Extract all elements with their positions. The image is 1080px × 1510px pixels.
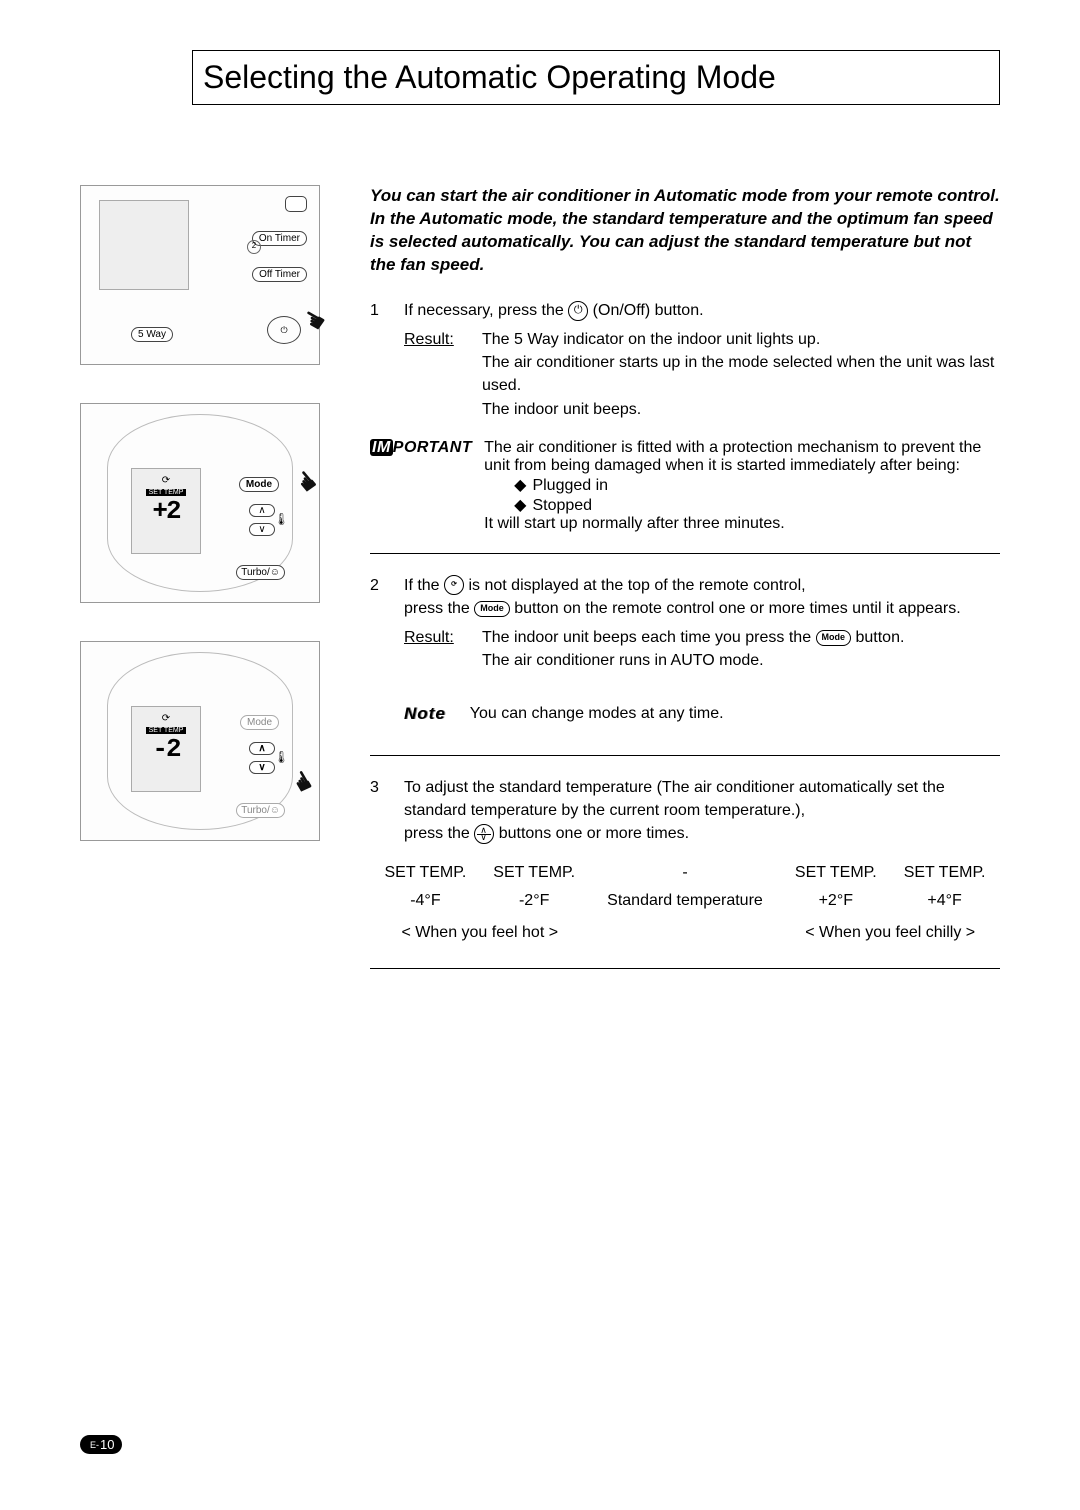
off-timer-button: Off Timer: [252, 267, 307, 282]
table-header: SET TEMP.: [891, 860, 998, 886]
table-cell: -4°F: [372, 888, 479, 914]
table-header: SET TEMP.: [372, 860, 479, 886]
mode-button-dim: Mode: [240, 715, 279, 730]
step3-line1: To adjust the standard temperature (The …: [404, 776, 1000, 822]
swing-icon: [285, 196, 307, 212]
result-label: Result:: [404, 626, 464, 672]
remote-lcd-2: ⟳ SET TEMP +2: [131, 468, 201, 554]
thermometer-icon: 🌡: [274, 750, 289, 764]
remote-illustration-3: ⟳ SET TEMP -2 Mode ∧ ∨ Turbo/☺ 🌡 ☚: [80, 641, 320, 841]
page-number: E-10: [80, 1435, 122, 1454]
set-temp-label: SET TEMP: [146, 489, 187, 496]
mode-pill-icon: Mode: [474, 601, 510, 617]
turbo-button: Turbo/☺: [236, 565, 285, 580]
circle-2-icon: 2: [247, 240, 261, 254]
important-bullet-1: ◆Plugged in: [484, 475, 1000, 495]
step-number: 1: [370, 299, 388, 421]
step-number: 3: [370, 776, 388, 846]
table-cell: Standard temperature: [590, 888, 781, 914]
mode-pill-icon: Mode: [816, 630, 852, 646]
set-temp-label: SET TEMP: [146, 727, 187, 734]
important-text: The air conditioner is fitted with a pro…: [484, 439, 1000, 533]
important-label: IMPORTANT: [370, 439, 472, 457]
temp-down-button: ∨: [249, 761, 275, 774]
turbo-button-dim: Turbo/☺: [236, 803, 285, 818]
pointer-hand-icon: ☚: [295, 301, 331, 340]
result-text: The indoor unit beeps each time you pres…: [482, 626, 1000, 672]
step1-line: If necessary, press the ⏻ (On/Off) butto…: [404, 299, 1000, 322]
thermometer-icon: 🌡: [274, 512, 289, 526]
mode-button: Mode: [239, 477, 279, 492]
note-label: Note: [404, 702, 446, 727]
step2-line1: If the ⟳ is not displayed at the top of …: [404, 574, 1000, 597]
temp-up-button: ∧: [249, 504, 275, 517]
auto-icon: ⟳: [444, 575, 464, 595]
table-cell: +2°F: [782, 888, 889, 914]
remote-illustration-1: On Timer Off Timer ⏻ 5 Way ☚ 2: [80, 185, 320, 365]
important-bullet-2: ◆Stopped: [484, 495, 1000, 515]
important-block: IMPORTANT The air conditioner is fitted …: [370, 439, 1000, 533]
table-header: -: [590, 860, 781, 886]
five-way-button: 5 Way: [131, 327, 173, 342]
step-body: If the ⟳ is not displayed at the top of …: [404, 574, 1000, 735]
set-temp-table: SET TEMP. SET TEMP. - SET TEMP. SET TEMP…: [370, 858, 1000, 948]
table-feel-row: < When you feel hot > < When you feel ch…: [372, 916, 998, 946]
auto-mode-icon: ⟳: [162, 475, 170, 486]
page-title-box: Selecting the Automatic Operating Mode: [192, 50, 1000, 105]
power-icon: ⏻: [568, 301, 588, 321]
result-text: The 5 Way indicator on the indoor unit l…: [482, 328, 1000, 421]
page-title: Selecting the Automatic Operating Mode: [203, 59, 989, 96]
step-2: 2 If the ⟳ is not displayed at the top o…: [370, 574, 1000, 735]
set-cancel-power-button: ⏻: [267, 316, 301, 344]
remote-illustration-2: ⟳ SET TEMP +2 Mode ∧ ∨ Turbo/☺ 🌡 ☚: [80, 403, 320, 603]
temp-down-button: ∨: [249, 523, 275, 536]
step-3: 3 To adjust the standard temperature (Th…: [370, 776, 1000, 846]
step-number: 2: [370, 574, 388, 735]
instructions-column: You can start the air conditioner in Aut…: [370, 185, 1000, 989]
table-value-row: -4°F -2°F Standard temperature +2°F +4°F: [372, 888, 998, 914]
step-1: 1 If necessary, press the ⏻ (On/Off) but…: [370, 299, 1000, 421]
table-header: SET TEMP.: [782, 860, 889, 886]
divider: [370, 553, 1000, 554]
manual-page: Selecting the Automatic Operating Mode O…: [0, 0, 1080, 1510]
step3-line2: press the ∧∨ buttons one or more times.: [404, 822, 1000, 845]
temp-up-button: ∧: [249, 742, 275, 755]
result-label: Result:: [404, 328, 464, 421]
feel-hot-label: < When you feel hot >: [372, 916, 588, 946]
step1-result: Result: The 5 Way indicator on the indoo…: [404, 328, 1000, 421]
up-down-icon: ∧∨: [474, 824, 494, 844]
step2-result: Result: The indoor unit beeps each time …: [404, 626, 1000, 672]
table-header-row: SET TEMP. SET TEMP. - SET TEMP. SET TEMP…: [372, 860, 998, 886]
divider: [370, 968, 1000, 969]
table-cell: -2°F: [481, 888, 588, 914]
intro-paragraph: You can start the air conditioner in Aut…: [370, 185, 1000, 277]
set-temp-value-plus2: +2: [152, 496, 179, 526]
step-body: To adjust the standard temperature (The …: [404, 776, 1000, 846]
table-cell: +4°F: [891, 888, 998, 914]
main-columns: On Timer Off Timer ⏻ 5 Way ☚ 2 ⟳ SET TEM…: [80, 185, 1000, 989]
divider: [370, 755, 1000, 756]
remote-lcd-1: [99, 200, 189, 290]
note-text: You can change modes at any time.: [470, 702, 724, 727]
remote-lcd-3: ⟳ SET TEMP -2: [131, 706, 201, 792]
step2-line2: press the Mode button on the remote cont…: [404, 597, 1000, 620]
feel-chilly-label: < When you feel chilly >: [782, 916, 998, 946]
set-temp-value-minus2: -2: [152, 734, 179, 764]
note-block: Note You can change modes at any time.: [404, 702, 1000, 727]
auto-mode-icon: ⟳: [162, 713, 170, 724]
illustration-column: On Timer Off Timer ⏻ 5 Way ☚ 2 ⟳ SET TEM…: [80, 185, 320, 989]
table-header: SET TEMP.: [481, 860, 588, 886]
step-body: If necessary, press the ⏻ (On/Off) butto…: [404, 299, 1000, 421]
